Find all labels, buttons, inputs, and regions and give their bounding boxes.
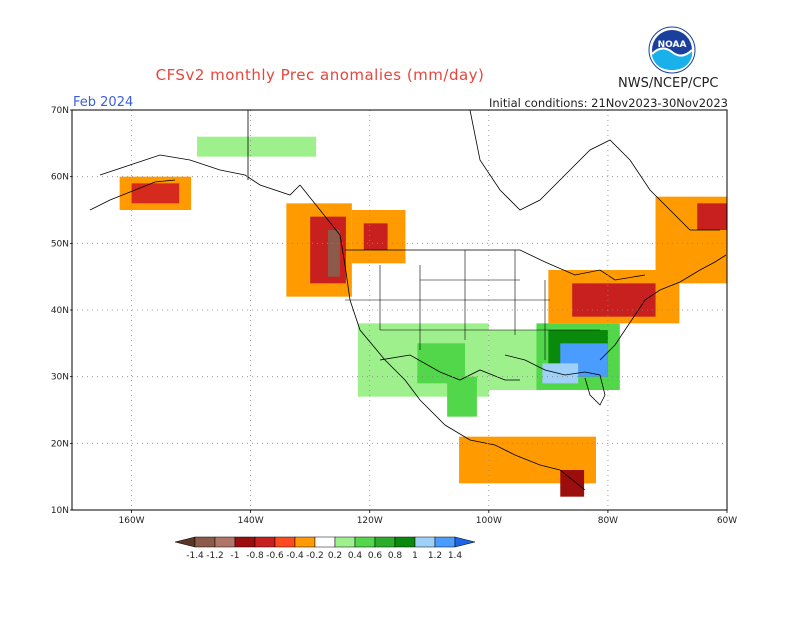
colorbar-cell — [414, 536, 436, 548]
anomaly-central-america-red — [560, 470, 585, 497]
initial-conditions: Initial conditions: 21Nov2023-30Nov2023 — [488, 96, 728, 110]
latitude-label: 30N — [51, 373, 69, 383]
colorbar-cell — [394, 536, 416, 548]
coastline-segment — [99, 154, 301, 196]
colorbar-label: -1.4 — [186, 551, 204, 561]
colorbar: -1.4 -1.2 -1 -0.8 -0.6 -0.4 -0.2 0.2 0.4 0.6 0.8 1 1… — [174, 536, 476, 561]
colorbar-label: -0.4 — [286, 551, 304, 561]
forecast-month: Feb 2024 — [73, 95, 134, 110]
colorbar-cell — [354, 536, 376, 548]
colorbar-cell — [214, 536, 236, 548]
latitude-label: 10N — [51, 506, 69, 516]
anomaly-layer — [119, 136, 727, 497]
colorbar-cell — [234, 536, 256, 548]
anomaly-alaska-south-coast-red — [131, 183, 180, 204]
colorbar-label: -0.2 — [306, 551, 324, 561]
latitude-label: 60N — [51, 173, 69, 183]
anomaly-yukon-green — [197, 136, 317, 157]
anomaly-northeast-canada-red — [697, 203, 727, 230]
coastline-layer — [89, 109, 727, 491]
coastline-segment — [89, 179, 176, 211]
colorbar-label: 0.4 — [348, 551, 363, 561]
anomaly-bc-interior-red — [363, 223, 388, 250]
longitude-label: 80W — [598, 516, 618, 526]
longitude-label: 120W — [357, 516, 383, 526]
coastline-segment — [504, 354, 606, 406]
longitude-label: 60W — [717, 516, 737, 526]
anomaly-mexico-green — [447, 376, 477, 417]
colorbar-cell — [274, 536, 296, 548]
chart-title: CFSv2 monthly Prec anomalies (mm/day) — [155, 66, 485, 84]
colorbar-label: 0.6 — [368, 551, 383, 561]
longitude-labels: 160W 140W 120W 100W 80W 60W — [119, 510, 737, 526]
colorbar-label: 1.2 — [428, 551, 442, 561]
longitude-label: 140W — [238, 516, 264, 526]
latitude-label: 20N — [51, 439, 69, 449]
coastline-segment — [469, 109, 720, 231]
latitude-label: 50N — [51, 239, 69, 249]
colorbar-cell — [374, 536, 396, 548]
latitude-label: 40N — [51, 306, 69, 316]
longitude-label: 100W — [476, 516, 502, 526]
anomaly-pacific-nw-dark — [328, 230, 340, 277]
colorbar-label: 0.2 — [328, 551, 342, 561]
colorbar-label: 1.4 — [448, 551, 463, 561]
colorbar-cell — [254, 536, 276, 548]
colorbar-label: -1.2 — [206, 551, 224, 561]
colorbar-cell — [294, 536, 316, 548]
longitude-label: 160W — [119, 516, 145, 526]
colorbar-label: -1 — [231, 551, 240, 561]
colorbar-cell — [314, 536, 336, 548]
colorbar-label: -0.6 — [266, 551, 284, 561]
latitude-label: 70N — [51, 106, 69, 116]
anomaly-great-lakes-red — [572, 283, 656, 317]
coastline-segment — [599, 254, 727, 361]
colorbar-label: -0.8 — [246, 551, 264, 561]
coastline-segment — [379, 354, 520, 381]
colorbar-right-arrow — [454, 536, 476, 548]
coastline-segment — [345, 249, 646, 281]
colorbar-label: 1 — [412, 551, 418, 561]
colorbar-cell — [194, 536, 216, 548]
colorbar-label: 0.8 — [388, 551, 403, 561]
colorbar-cell — [334, 536, 356, 548]
noaa-logo-icon: NOAA — [648, 26, 696, 74]
colorbar-cell — [434, 536, 456, 548]
colorbar-left-arrow — [174, 536, 196, 548]
coastline-segment — [299, 184, 586, 491]
anomaly-southeast-lightblue — [542, 363, 579, 384]
graticule — [72, 110, 727, 510]
svg-text:NOAA: NOAA — [658, 40, 687, 50]
agency-label: NWS/NCEP/CPC — [618, 76, 719, 91]
latitude-labels: 70N 60N 50N 40N 30N 20N 10N — [51, 106, 72, 516]
